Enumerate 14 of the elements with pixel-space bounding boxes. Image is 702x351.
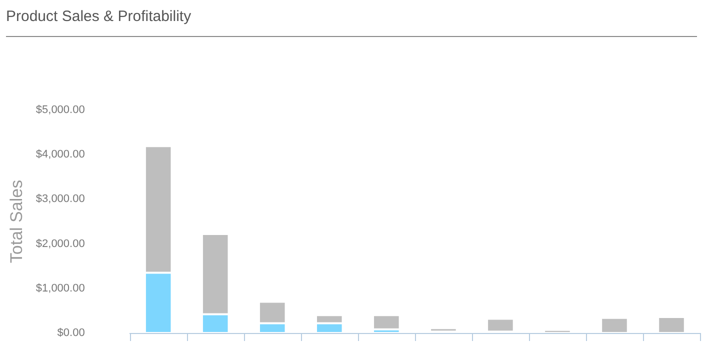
y-tick-label: $1,000.00: [36, 282, 85, 294]
bar: [373, 315, 400, 330]
y-tick-label: $3,000.00: [36, 193, 85, 206]
bar: [658, 316, 685, 333]
y-tick-label: $4,000.00: [36, 148, 85, 161]
y-tick-label: $0.00: [57, 327, 85, 339]
bar: [430, 328, 457, 332]
y-axis-title: Total Sales: [7, 180, 26, 264]
bar: [487, 318, 514, 332]
y-tick-label: $5,000.00: [36, 104, 85, 116]
chart-title: Product Sales & Profitability: [6, 8, 697, 37]
bar: [601, 318, 628, 333]
bar: [544, 330, 571, 333]
y-tick-label: $2,000.00: [36, 238, 85, 250]
